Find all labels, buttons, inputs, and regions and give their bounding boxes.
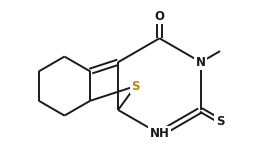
Text: S: S xyxy=(216,115,224,128)
Text: N: N xyxy=(196,56,206,69)
Text: O: O xyxy=(155,10,164,23)
Text: NH: NH xyxy=(150,127,169,140)
Text: S: S xyxy=(131,80,140,93)
